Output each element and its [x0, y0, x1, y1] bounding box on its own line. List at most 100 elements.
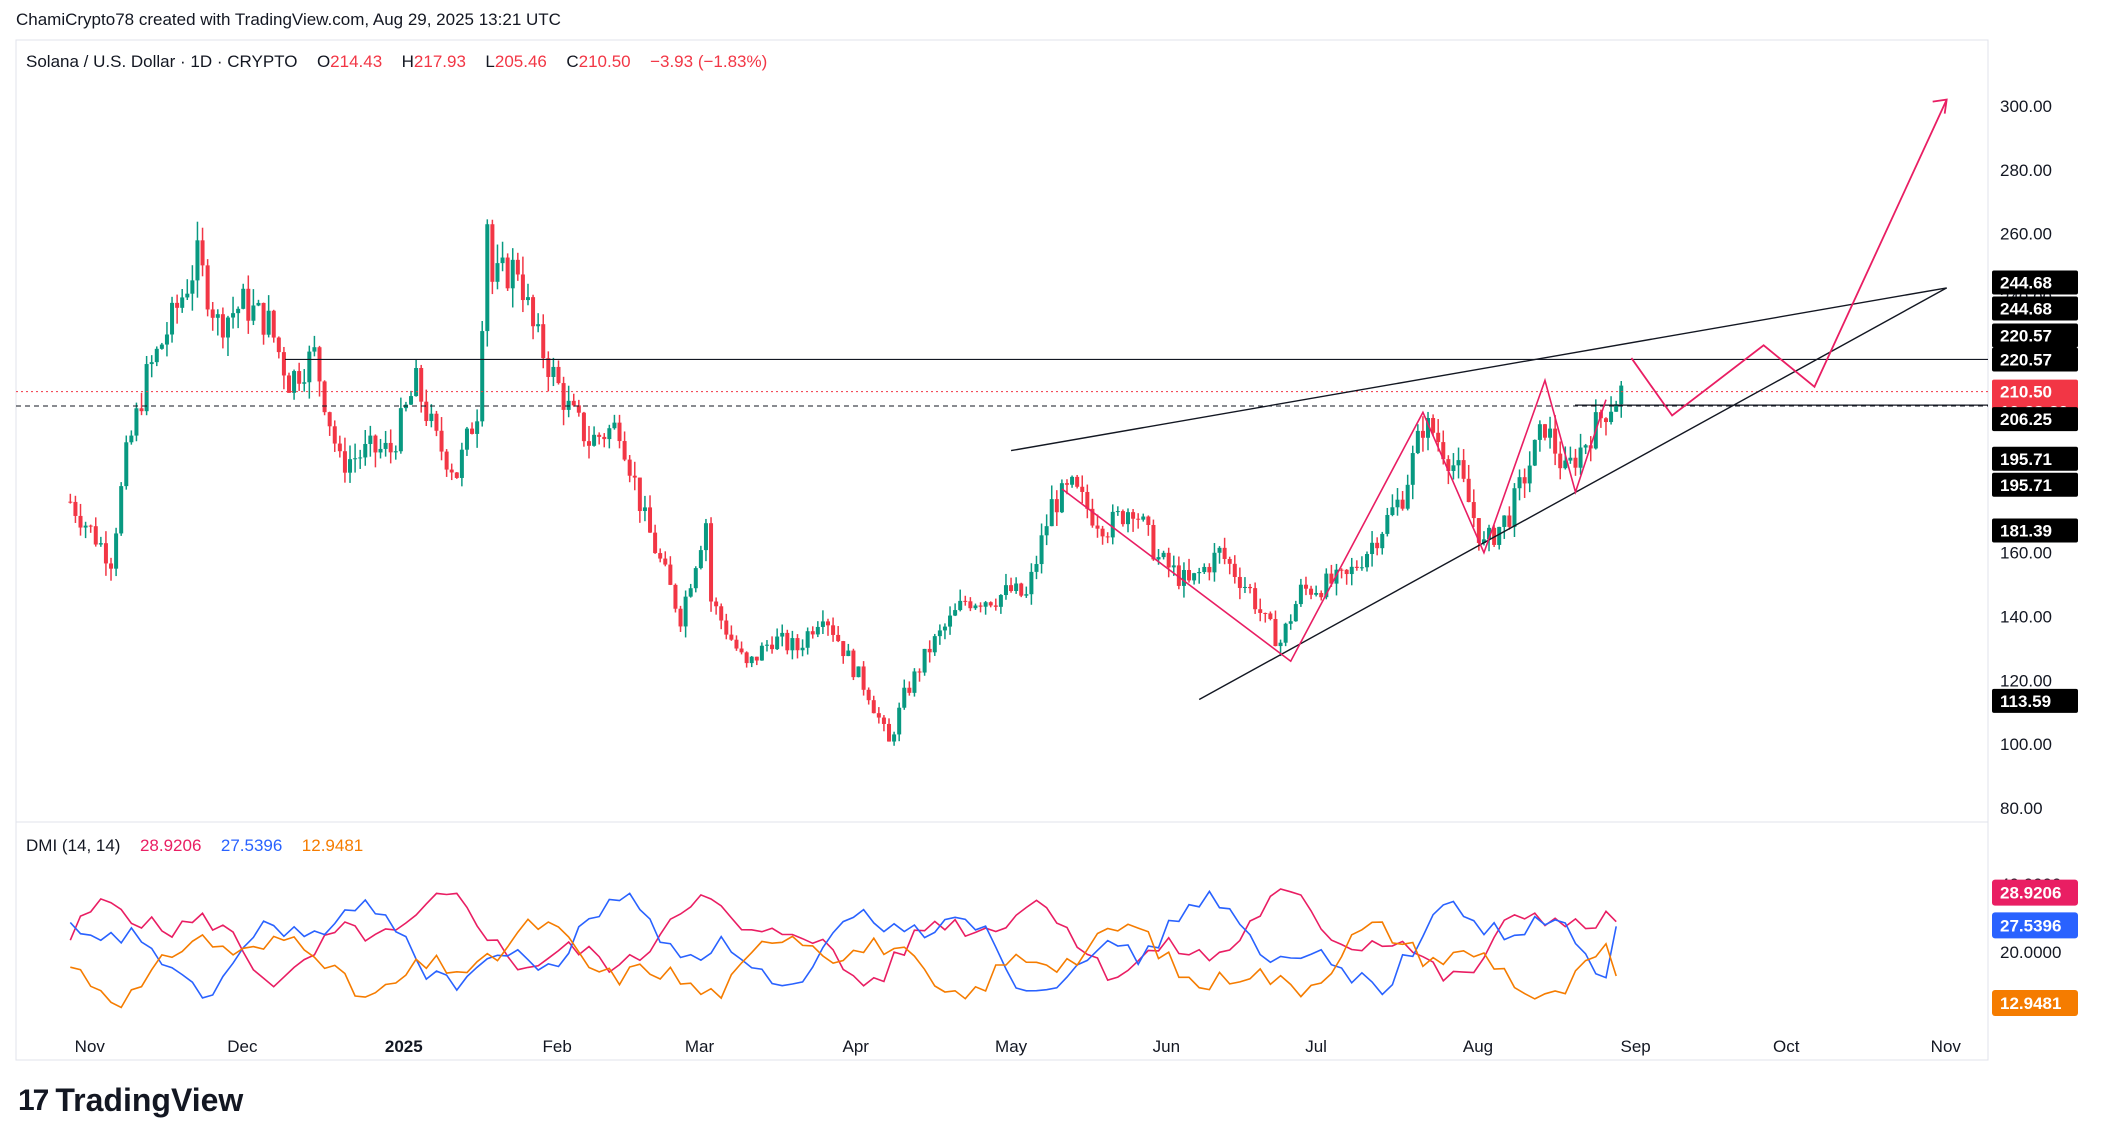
brand-name: TradingView — [55, 1082, 244, 1118]
candle-body — [800, 647, 805, 651]
candle-body — [1354, 566, 1359, 568]
close-label: C — [566, 52, 579, 71]
candle-body — [1319, 592, 1324, 598]
candle-body — [342, 451, 347, 473]
price-tag — [1992, 472, 2078, 497]
candle-body — [170, 302, 175, 335]
candle-body — [1476, 518, 1481, 543]
candle-body — [144, 364, 149, 412]
dmi-value-tag-text: 27.5396 — [2000, 916, 2061, 935]
candle-body — [424, 401, 429, 422]
candle-body — [1115, 511, 1120, 513]
dmi-title: DMI (14, 14) — [26, 836, 121, 855]
candle-body — [1273, 619, 1278, 647]
candle-body — [1324, 573, 1329, 598]
candle-body — [942, 626, 947, 631]
candle-body — [1537, 424, 1542, 440]
price-tick-label: 100.00 — [2000, 735, 2052, 754]
candle-body — [276, 337, 281, 353]
candle-body — [1217, 547, 1222, 553]
candle-body — [1568, 457, 1573, 461]
candle-body — [1054, 499, 1059, 513]
candle-body — [770, 644, 775, 650]
candle-body — [475, 421, 480, 434]
candle-body — [1100, 528, 1105, 537]
candle-body — [1370, 542, 1375, 555]
candle-body — [1512, 488, 1517, 527]
candle-body — [602, 436, 607, 440]
low-label: L — [485, 52, 495, 71]
candle-body — [1385, 514, 1390, 534]
candle-body — [907, 687, 912, 693]
time-tick-label: 2025 — [385, 1037, 423, 1056]
candle-body — [1029, 571, 1034, 595]
candle-body — [1446, 459, 1451, 471]
candle-body — [1171, 565, 1176, 568]
dmi-minus-value: 27.5396 — [220, 836, 283, 855]
candle-body — [688, 588, 693, 597]
candle-body — [1014, 583, 1019, 591]
candle-body — [749, 656, 754, 664]
candle-body — [1080, 486, 1085, 492]
candle-body — [871, 700, 876, 714]
candle-body — [1283, 623, 1288, 643]
candle-body — [1471, 502, 1476, 519]
candle-body — [714, 601, 719, 607]
candle-body — [1502, 515, 1507, 527]
candle-body — [1248, 586, 1253, 589]
candle-body — [998, 595, 1003, 607]
candle-body — [454, 472, 459, 478]
candle-body — [210, 309, 215, 318]
candle-body — [881, 717, 886, 724]
candle-body — [892, 734, 897, 742]
candle-body — [231, 313, 236, 318]
candle-body — [215, 314, 220, 318]
tradingview-brand[interactable]: 17 TradingView — [18, 1082, 243, 1119]
candle-body — [912, 671, 917, 693]
candle-body — [1197, 572, 1202, 574]
candle-body — [719, 606, 724, 621]
candle-body — [1212, 552, 1217, 573]
candle-body — [73, 501, 78, 516]
candle-body — [129, 435, 134, 443]
candle-body — [668, 564, 673, 585]
candle-body — [185, 293, 190, 298]
candle-body — [637, 477, 642, 512]
price-tag — [1992, 296, 2078, 321]
candle-body — [302, 382, 307, 384]
wedge-upper-line — [1010, 287, 1947, 452]
candle-body — [353, 458, 358, 460]
candle-body — [149, 362, 154, 365]
candle-body — [1426, 418, 1431, 438]
candle-body — [388, 442, 393, 453]
candle-body — [1034, 564, 1039, 572]
price-tag-text: 220.57 — [2000, 326, 2052, 345]
candle-body — [241, 288, 246, 309]
candle-body — [271, 310, 276, 338]
candle-body — [825, 621, 830, 626]
candle-body — [1146, 516, 1151, 525]
candle-body — [495, 263, 500, 282]
candle-body — [790, 638, 795, 651]
symbol-legend[interactable]: Solana / U.S. Dollar · 1D · CRYPTO O214.… — [26, 52, 767, 72]
candle-body — [1563, 460, 1568, 469]
candle-body — [358, 457, 363, 459]
open-label: O — [316, 52, 331, 71]
time-tick-label: Nov — [75, 1037, 106, 1056]
time-tick-label: May — [995, 1037, 1028, 1056]
price-tag — [1992, 446, 2078, 471]
candle-body — [195, 240, 200, 281]
candle-body — [1359, 567, 1364, 569]
candle-body — [1507, 515, 1512, 527]
candle-body — [1187, 569, 1192, 581]
price-tag-text: 195.71 — [2000, 450, 2052, 469]
candle-body — [678, 608, 683, 627]
candle-body — [953, 610, 958, 616]
candle-body — [154, 348, 159, 363]
candle-body — [541, 324, 546, 359]
low-value: 205.46 — [494, 52, 547, 71]
candle-body — [1181, 569, 1186, 586]
dmi-legend[interactable]: DMI (14, 14) 28.9206 27.5396 12.9481 — [26, 836, 363, 856]
candle-body — [1344, 569, 1349, 575]
